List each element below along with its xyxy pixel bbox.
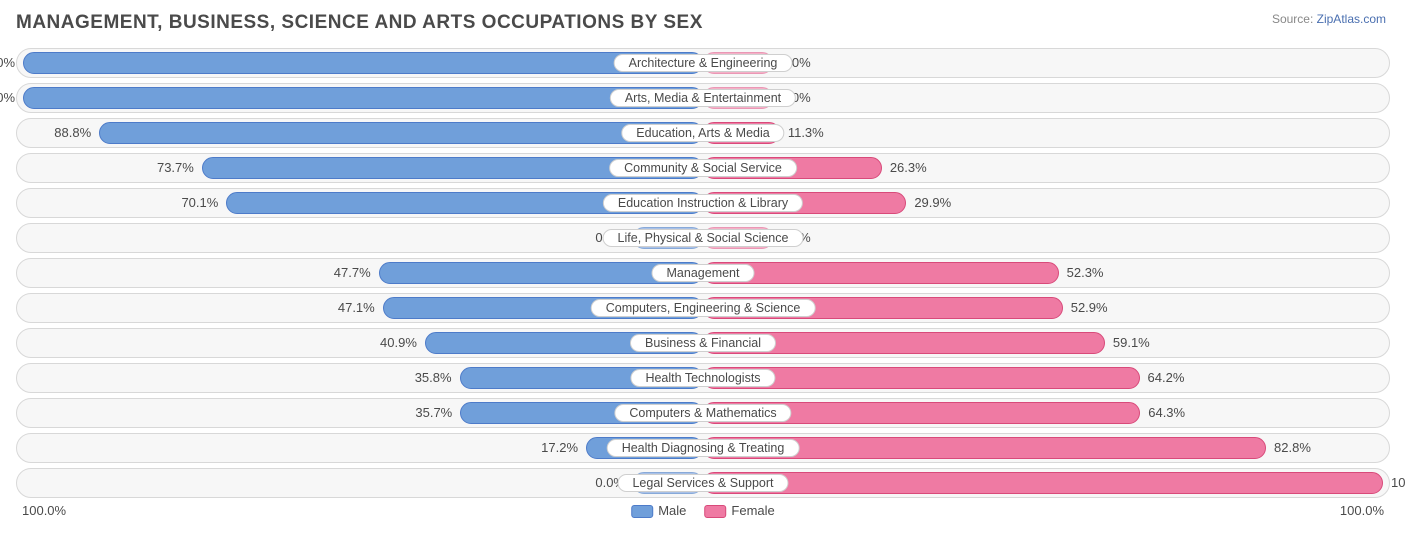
- source-attribution: Source: ZipAtlas.com: [1272, 12, 1386, 26]
- chart-row: 0.0%100.0%Legal Services & Support: [16, 468, 1390, 498]
- category-label: Education Instruction & Library: [603, 194, 803, 212]
- chart-row: 35.8% 64.2% Health Technologists: [16, 363, 1390, 393]
- female-pct-label: 82.8%: [1274, 440, 1311, 455]
- male-pct-label: 35.7%: [415, 405, 452, 420]
- male-pct-label: 88.8%: [54, 125, 91, 140]
- axis-right-label: 100.0%: [1340, 503, 1384, 518]
- axis-left-label: 100.0%: [22, 503, 66, 518]
- chart-row: 100.0%0.0%Architecture & Engineering: [16, 48, 1390, 78]
- female-bar: [703, 472, 1383, 494]
- chart-title: MANAGEMENT, BUSINESS, SCIENCE AND ARTS O…: [16, 12, 1390, 34]
- female-pct-label: 26.3%: [890, 160, 927, 175]
- chart-row: 47.7% 52.3% Management: [16, 258, 1390, 288]
- axis-row: 100.0% Male Female 100.0%: [16, 503, 1390, 525]
- category-label: Management: [652, 264, 755, 282]
- male-pct-label: 47.7%: [334, 265, 371, 280]
- category-label: Business & Financial: [630, 334, 776, 352]
- male-bar: [99, 122, 703, 144]
- category-label: Life, Physical & Social Science: [603, 229, 804, 247]
- chart-row: 40.9% 59.1% Business & Financial: [16, 328, 1390, 358]
- chart-row: 70.1% 29.9% Education Instruction & Librar…: [16, 188, 1390, 218]
- chart-row: 0.0%0.0%Life, Physical & Social Science: [16, 223, 1390, 253]
- occupations-diverging-chart: 100.0%0.0%Architecture & Engineering 100.…: [16, 48, 1390, 498]
- category-label: Health Diagnosing & Treating: [607, 439, 800, 457]
- legend-male-label: Male: [658, 503, 686, 518]
- male-pct-label: 100.0%: [0, 90, 15, 105]
- female-pct-label: 52.3%: [1067, 265, 1104, 280]
- female-pct-label: 64.3%: [1148, 405, 1185, 420]
- legend-male: Male: [631, 503, 686, 518]
- male-bar: [23, 87, 703, 109]
- chart-row: 73.7% 26.3% Community & Social Service: [16, 153, 1390, 183]
- chart-row: 88.8% 11.3% Education, Arts & Media: [16, 118, 1390, 148]
- male-pct-label: 40.9%: [380, 335, 417, 350]
- male-pct-label: 73.7%: [157, 160, 194, 175]
- chart-row: 47.1% 52.9% Computers, Engineering & Scien…: [16, 293, 1390, 323]
- male-pct-label: 17.2%: [541, 440, 578, 455]
- male-pct-label: 70.1%: [181, 195, 218, 210]
- chart-row: 100.0%0.0%Arts, Media & Entertainment: [16, 83, 1390, 113]
- category-label: Computers, Engineering & Science: [591, 299, 816, 317]
- category-label: Community & Social Service: [609, 159, 797, 177]
- category-label: Arts, Media & Entertainment: [610, 89, 796, 107]
- male-pct-label: 100.0%: [0, 55, 15, 70]
- female-bar: [703, 262, 1059, 284]
- female-swatch: [704, 505, 726, 518]
- category-label: Health Technologists: [630, 369, 775, 387]
- male-pct-label: 47.1%: [338, 300, 375, 315]
- legend-female-label: Female: [731, 503, 774, 518]
- source-link[interactable]: ZipAtlas.com: [1317, 12, 1386, 26]
- legend: Male Female: [631, 503, 775, 518]
- male-pct-label: 35.8%: [415, 370, 452, 385]
- female-pct-label: 59.1%: [1113, 335, 1150, 350]
- category-label: Legal Services & Support: [617, 474, 788, 492]
- chart-row: 35.7% 64.3% Computers & Mathematics: [16, 398, 1390, 428]
- male-swatch: [631, 505, 653, 518]
- category-label: Architecture & Engineering: [614, 54, 793, 72]
- source-prefix: Source:: [1272, 12, 1317, 26]
- category-label: Education, Arts & Media: [621, 124, 784, 142]
- chart-row: 17.2% 82.8% Health Diagnosing & Treating: [16, 433, 1390, 463]
- female-pct-label: 64.2%: [1148, 370, 1185, 385]
- female-pct-label: 29.9%: [914, 195, 951, 210]
- category-label: Computers & Mathematics: [614, 404, 791, 422]
- female-pct-label: 52.9%: [1071, 300, 1108, 315]
- female-pct-label: 11.3%: [788, 125, 824, 140]
- legend-female: Female: [704, 503, 774, 518]
- male-bar: [23, 52, 703, 74]
- female-pct-label: 100.0%: [1391, 475, 1406, 490]
